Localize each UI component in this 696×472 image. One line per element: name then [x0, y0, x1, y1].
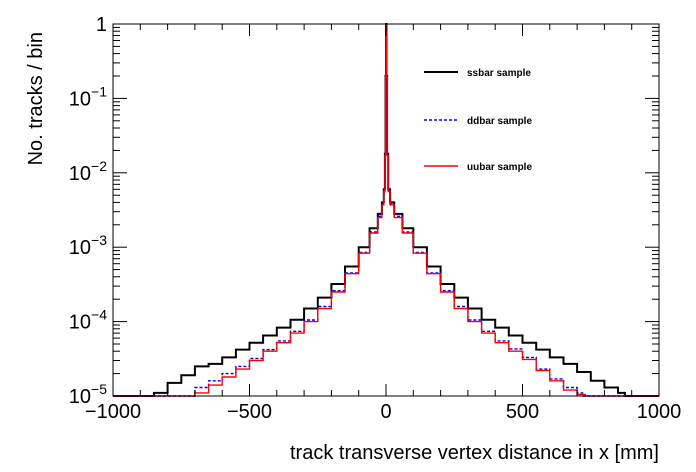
y-tick-labels: 1 10−1 10−2 10−3 10−4 10−5 [69, 14, 107, 408]
y-axis-title: No. tracks / bin [25, 32, 47, 165]
x-tick-label: 0 [380, 401, 391, 423]
x-axis-title: track transverse vertex distance in x [m… [290, 442, 659, 464]
axis-ticks [112, 23, 660, 397]
y-tick-label: 10−2 [69, 158, 107, 185]
y-tick-label: 10−5 [69, 381, 107, 408]
series-ddbar-sample [113, 25, 659, 397]
legend-label: ssbar sample [467, 68, 531, 79]
legend-label: uubar sample [467, 162, 532, 173]
y-tick-label: 10−3 [69, 232, 107, 259]
y-tick-label: 10−1 [69, 83, 107, 110]
y-tick-label: 1 [96, 14, 107, 36]
legend-label: ddbar sample [467, 116, 532, 127]
x-tick-label: −1000 [85, 401, 141, 423]
x-tick-labels: −1000 −500 0 500 1000 [85, 401, 681, 423]
series-uubar-sample [113, 25, 659, 397]
x-tick-label: −500 [227, 401, 272, 423]
plot-series-layer [113, 23, 659, 397]
x-tick-label: 1000 [637, 401, 682, 423]
legend: ssbar sample ddbar sample uubar sample [424, 68, 532, 173]
y-tick-label: 10−4 [69, 307, 107, 334]
x-tick-label: 500 [506, 401, 539, 423]
